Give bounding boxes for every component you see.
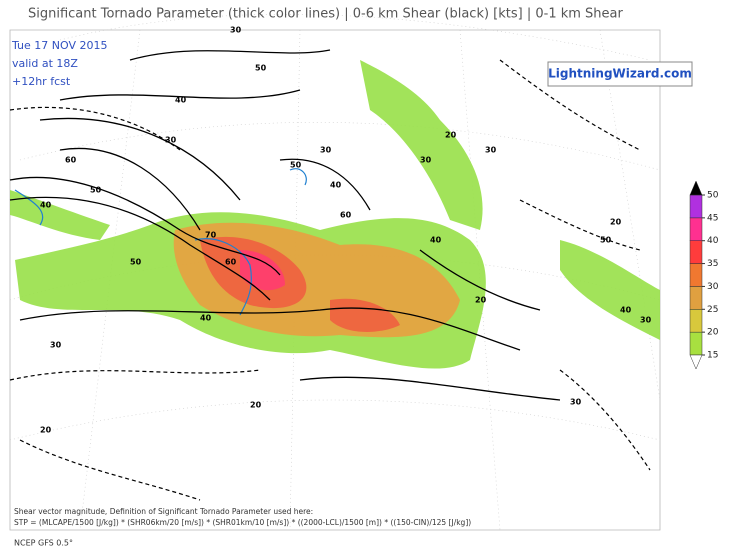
contour-label: 40 [330,181,342,190]
contour-label: 50 [255,64,267,73]
contour-label: 30 [485,146,497,155]
contour-label: 30 [165,136,177,145]
date-label: Tue 17 NOV 2015 [11,39,108,52]
colorbar-label: 35 [707,259,718,269]
map-title: Significant Tornado Parameter (thick col… [28,7,624,22]
contour-label: 50 [600,236,612,245]
contour-label: 20 [40,426,52,435]
contour-label: 50 [90,186,102,195]
contour-label: 30 [230,26,242,35]
stp-area [10,190,110,240]
footer-model: NCEP GFS 0.5° [14,539,73,548]
footer-note: Shear vector magnitude, Definition of Si… [14,507,313,516]
contour-label: 40 [175,96,187,105]
contour-label: 60 [225,258,237,267]
contour-label: 40 [200,314,212,323]
logo-box [547,61,693,87]
colorbar-label: 40 [707,236,719,246]
contour-label: 60 [65,156,77,165]
contour-label: 70 [205,231,217,240]
colorbar-swatch [689,194,703,219]
colorbar-swatch [689,217,703,241]
contour-label: 30 [640,316,652,325]
colorbar-swatch [689,286,703,310]
colorbar-label: 50 [707,191,719,201]
contour-label: 20 [250,401,262,410]
contour-label: 50 [130,258,142,267]
forecast-label: +12hr fcst [12,75,71,88]
stp-area [330,298,400,332]
stp-area [360,60,483,230]
stp-area [560,240,660,340]
contour-label: 40 [620,306,632,315]
colorbar-label: 30 [707,282,719,292]
colorbar-top [689,180,703,196]
contour-label: 50 [290,161,302,170]
shear-01km-contour [9,59,651,501]
colorbar-swatch [689,309,703,333]
map [9,14,661,531]
contour-label: 30 [320,146,332,155]
contour-label: 30 [570,398,582,407]
contour-label: 40 [430,236,442,245]
shear-06km [9,49,561,401]
map-frame [9,29,661,531]
logo: LightningWizard.com [548,67,692,81]
colorbar-label: 15 [707,351,718,361]
colorbar-swatch [689,331,703,356]
colorbar-bottom [689,354,703,370]
valid-label: valid at 18Z [12,57,78,70]
contour-label: 30 [420,156,432,165]
contour-label: 20 [445,131,457,140]
colorbar-label: 20 [707,328,719,338]
contour-label: 20 [610,218,622,227]
colorbar-swatch [689,240,703,264]
colorbar-label: 45 [707,213,718,223]
contour-label: 20 [475,296,487,305]
contour-label: 40 [40,201,52,210]
contour-label: 60 [340,211,352,220]
contour-label: 30 [50,341,62,350]
footer-formula: STP = (MLCAPE/1500 [J/kg]) * (SHR06km/20… [14,518,471,527]
colorbar-swatch [689,263,703,287]
colorbar-label: 25 [707,305,718,315]
shear-01km [14,168,307,316]
